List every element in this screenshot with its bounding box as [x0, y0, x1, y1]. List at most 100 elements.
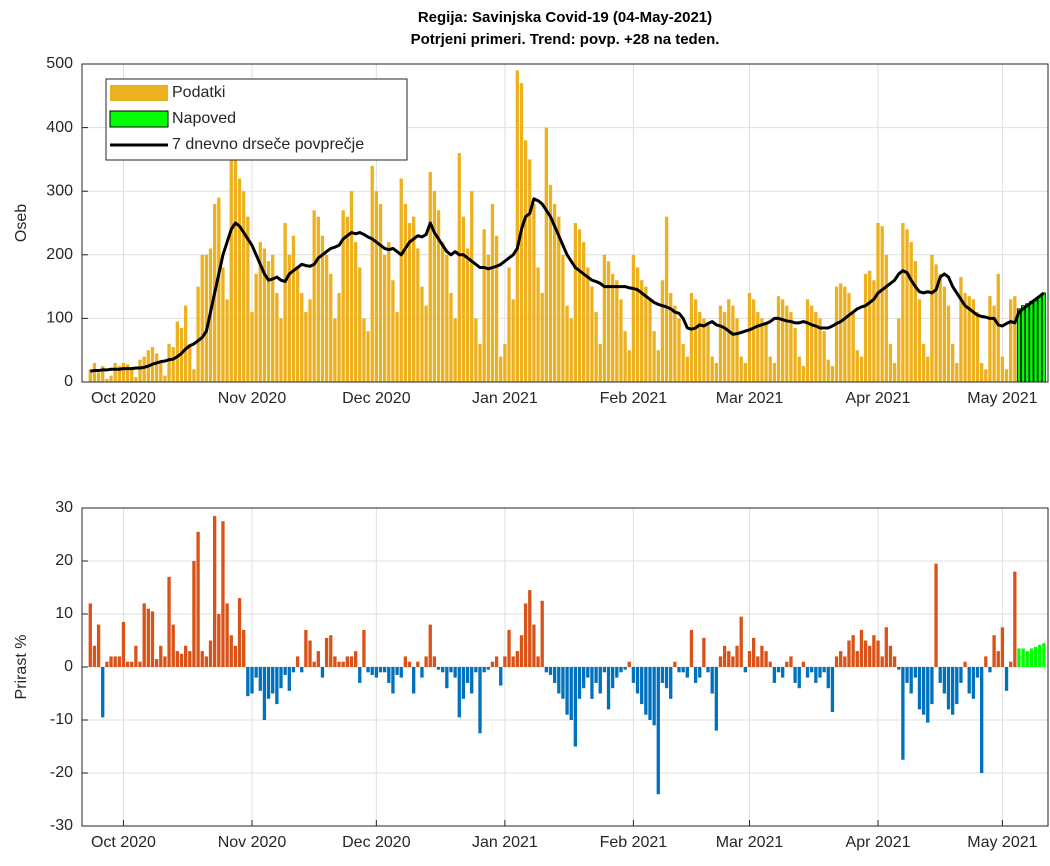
y-tick-label: -10	[50, 711, 73, 728]
bar	[312, 210, 316, 382]
bar	[851, 312, 855, 382]
bar	[316, 216, 320, 382]
bar	[287, 667, 291, 691]
bar	[685, 667, 689, 678]
bar	[950, 667, 955, 715]
bar	[855, 350, 859, 382]
bar	[358, 267, 362, 382]
bar	[772, 362, 777, 382]
bar	[581, 667, 586, 689]
bar	[669, 667, 673, 699]
bar	[478, 667, 482, 734]
bar	[88, 369, 92, 382]
bar	[797, 667, 801, 689]
bar	[959, 277, 963, 382]
bar	[739, 616, 743, 667]
bar	[801, 366, 806, 382]
bar	[810, 667, 814, 673]
bar	[436, 210, 441, 382]
bar	[221, 267, 225, 382]
y-tick-label: 400	[46, 119, 73, 136]
bar	[830, 366, 835, 382]
bar	[747, 651, 752, 667]
bar	[652, 667, 656, 726]
bar	[528, 159, 532, 382]
bar	[441, 667, 445, 673]
x-tick-label: Mar 2021	[716, 390, 784, 407]
bar	[573, 223, 578, 382]
x-tick-label: Mar 2021	[716, 834, 784, 851]
bar	[254, 667, 258, 678]
bar	[764, 324, 768, 382]
bar	[175, 651, 180, 667]
bar	[718, 656, 723, 667]
bar	[407, 223, 412, 382]
bar	[735, 318, 739, 382]
bar	[333, 656, 337, 667]
bar	[196, 531, 200, 667]
bar	[258, 242, 262, 382]
x-tick-label: Oct 2020	[91, 390, 156, 407]
bar	[341, 210, 345, 382]
bar	[901, 223, 905, 382]
bar	[644, 667, 648, 715]
bar	[196, 286, 200, 382]
bar	[453, 667, 457, 678]
bar	[946, 667, 951, 710]
bar	[312, 661, 316, 667]
bar	[304, 629, 308, 667]
bar	[279, 667, 283, 689]
bar	[822, 667, 826, 673]
legend-label: Napoved	[172, 110, 236, 127]
bar	[183, 305, 188, 382]
bar	[793, 667, 797, 683]
bar	[420, 286, 424, 382]
bar	[200, 254, 204, 382]
bar	[921, 667, 926, 715]
bar	[863, 640, 868, 667]
bar	[353, 242, 358, 382]
bar	[324, 637, 329, 667]
bar	[627, 350, 631, 382]
legend-label: 7 dnevno drseče povprečje	[172, 136, 364, 153]
bar	[685, 356, 689, 382]
y-tick-label: 0	[64, 373, 73, 390]
y-tick-label: 500	[46, 55, 73, 72]
bar	[756, 656, 760, 667]
x-tick-label: Jan 2021	[472, 390, 538, 407]
bar	[250, 667, 254, 694]
bar	[474, 667, 478, 673]
bar	[432, 656, 437, 667]
bar	[664, 667, 669, 689]
bar	[208, 640, 213, 667]
bar	[175, 321, 180, 382]
bar	[271, 254, 275, 382]
bar	[880, 226, 884, 382]
bar	[362, 318, 366, 382]
bar	[776, 667, 781, 673]
bar	[395, 312, 399, 382]
y-tick-label: 30	[55, 499, 73, 516]
bar	[984, 369, 988, 382]
bar	[764, 651, 768, 667]
bar	[1016, 308, 1022, 383]
bar	[229, 159, 233, 382]
bar	[188, 651, 192, 667]
bar	[727, 299, 731, 382]
bar	[461, 216, 466, 382]
bar	[909, 667, 913, 694]
bar	[221, 521, 225, 667]
bar	[266, 667, 271, 699]
bar	[839, 651, 843, 667]
bar	[523, 603, 528, 667]
bar	[710, 667, 714, 694]
bar	[598, 343, 602, 382]
bar	[598, 667, 602, 694]
bar	[917, 667, 922, 710]
bar	[573, 667, 578, 747]
bar	[370, 667, 374, 675]
bar	[785, 305, 789, 382]
bar	[548, 184, 553, 382]
bar	[839, 283, 843, 382]
bar	[756, 312, 760, 382]
